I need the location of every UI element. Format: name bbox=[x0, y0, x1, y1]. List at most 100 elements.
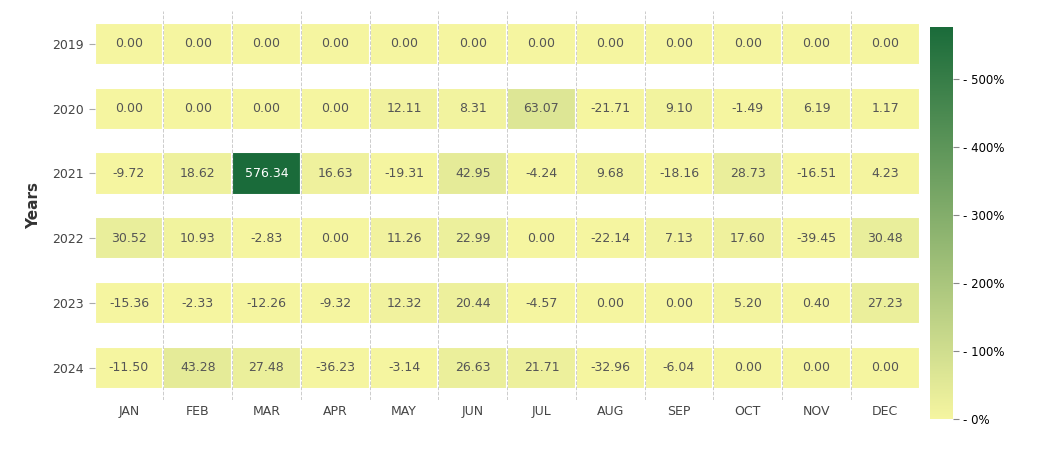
Bar bbox=[714, 23, 782, 65]
Text: 63.07: 63.07 bbox=[523, 102, 559, 115]
Text: 8.31: 8.31 bbox=[459, 102, 487, 115]
Text: 0.00: 0.00 bbox=[596, 297, 624, 310]
Text: 5.20: 5.20 bbox=[734, 297, 762, 310]
Bar bbox=[644, 217, 714, 259]
Bar bbox=[370, 152, 438, 195]
Text: 21.71: 21.71 bbox=[523, 361, 559, 374]
Text: 0.40: 0.40 bbox=[803, 297, 830, 310]
Text: 0.00: 0.00 bbox=[665, 297, 693, 310]
Text: 9.10: 9.10 bbox=[665, 102, 693, 115]
Bar bbox=[507, 217, 576, 259]
Bar bbox=[507, 282, 576, 324]
Text: 0.00: 0.00 bbox=[322, 232, 349, 245]
Bar bbox=[301, 23, 370, 65]
Bar bbox=[576, 152, 644, 195]
Bar bbox=[644, 152, 714, 195]
Bar bbox=[576, 282, 644, 324]
Bar bbox=[851, 87, 920, 130]
Text: 17.60: 17.60 bbox=[729, 232, 765, 245]
Bar bbox=[163, 152, 232, 195]
Text: 0.00: 0.00 bbox=[115, 37, 143, 51]
Bar bbox=[95, 152, 163, 195]
Bar bbox=[370, 23, 438, 65]
Bar bbox=[851, 282, 920, 324]
Bar bbox=[163, 217, 232, 259]
Text: 20.44: 20.44 bbox=[455, 297, 491, 310]
Bar bbox=[301, 347, 370, 389]
Bar bbox=[163, 282, 232, 324]
Bar bbox=[782, 282, 851, 324]
Text: 42.95: 42.95 bbox=[455, 167, 491, 180]
Text: -9.72: -9.72 bbox=[112, 167, 145, 180]
Bar bbox=[301, 152, 370, 195]
Text: 9.68: 9.68 bbox=[596, 167, 624, 180]
Bar bbox=[301, 217, 370, 259]
Bar bbox=[714, 87, 782, 130]
Text: -3.14: -3.14 bbox=[388, 361, 420, 374]
Bar bbox=[301, 282, 370, 324]
Bar bbox=[370, 87, 438, 130]
Text: 0.00: 0.00 bbox=[665, 37, 693, 51]
Bar bbox=[301, 87, 370, 130]
Bar bbox=[576, 217, 644, 259]
Bar bbox=[782, 87, 851, 130]
Bar bbox=[851, 347, 920, 389]
Text: 0.00: 0.00 bbox=[803, 361, 830, 374]
Text: 0.00: 0.00 bbox=[115, 102, 143, 115]
Text: -2.83: -2.83 bbox=[250, 232, 283, 245]
Bar bbox=[644, 23, 714, 65]
Bar bbox=[232, 87, 301, 130]
Bar bbox=[438, 347, 508, 389]
Text: 4.23: 4.23 bbox=[871, 167, 899, 180]
Bar bbox=[95, 347, 163, 389]
Text: -12.26: -12.26 bbox=[247, 297, 287, 310]
Text: 0.00: 0.00 bbox=[871, 37, 900, 51]
Bar bbox=[232, 152, 301, 195]
Bar bbox=[438, 87, 508, 130]
Bar bbox=[370, 347, 438, 389]
Bar bbox=[95, 217, 163, 259]
Bar bbox=[851, 23, 920, 65]
Bar bbox=[782, 347, 851, 389]
Text: 0.00: 0.00 bbox=[458, 37, 487, 51]
Text: 27.48: 27.48 bbox=[249, 361, 285, 374]
Bar bbox=[438, 282, 508, 324]
Text: -4.24: -4.24 bbox=[526, 167, 557, 180]
Text: 7.13: 7.13 bbox=[665, 232, 693, 245]
Bar bbox=[644, 87, 714, 130]
Bar bbox=[438, 152, 508, 195]
Bar bbox=[370, 282, 438, 324]
Bar bbox=[507, 23, 576, 65]
Y-axis label: Years: Years bbox=[26, 182, 41, 229]
Text: 0.00: 0.00 bbox=[734, 361, 762, 374]
Bar bbox=[95, 282, 163, 324]
Bar bbox=[507, 152, 576, 195]
Text: -9.32: -9.32 bbox=[320, 297, 351, 310]
Text: 0.00: 0.00 bbox=[184, 37, 211, 51]
Text: -6.04: -6.04 bbox=[663, 361, 695, 374]
Bar bbox=[232, 23, 301, 65]
Text: -19.31: -19.31 bbox=[384, 167, 424, 180]
Text: 18.62: 18.62 bbox=[180, 167, 215, 180]
Text: -1.49: -1.49 bbox=[731, 102, 764, 115]
Bar bbox=[851, 152, 920, 195]
Text: 43.28: 43.28 bbox=[180, 361, 215, 374]
Bar bbox=[507, 347, 576, 389]
Text: 30.52: 30.52 bbox=[111, 232, 147, 245]
Text: 576.34: 576.34 bbox=[245, 167, 288, 180]
Text: -18.16: -18.16 bbox=[659, 167, 699, 180]
Text: 0.00: 0.00 bbox=[528, 232, 556, 245]
Text: -21.71: -21.71 bbox=[591, 102, 631, 115]
Text: -16.51: -16.51 bbox=[797, 167, 837, 180]
Text: 0.00: 0.00 bbox=[184, 102, 211, 115]
Bar bbox=[438, 23, 508, 65]
Text: 0.00: 0.00 bbox=[734, 37, 762, 51]
Bar bbox=[232, 217, 301, 259]
Bar bbox=[95, 23, 163, 65]
Bar bbox=[714, 152, 782, 195]
Bar bbox=[576, 23, 644, 65]
Bar bbox=[782, 152, 851, 195]
Bar bbox=[644, 282, 714, 324]
Text: 0.00: 0.00 bbox=[871, 361, 900, 374]
Text: -32.96: -32.96 bbox=[591, 361, 631, 374]
